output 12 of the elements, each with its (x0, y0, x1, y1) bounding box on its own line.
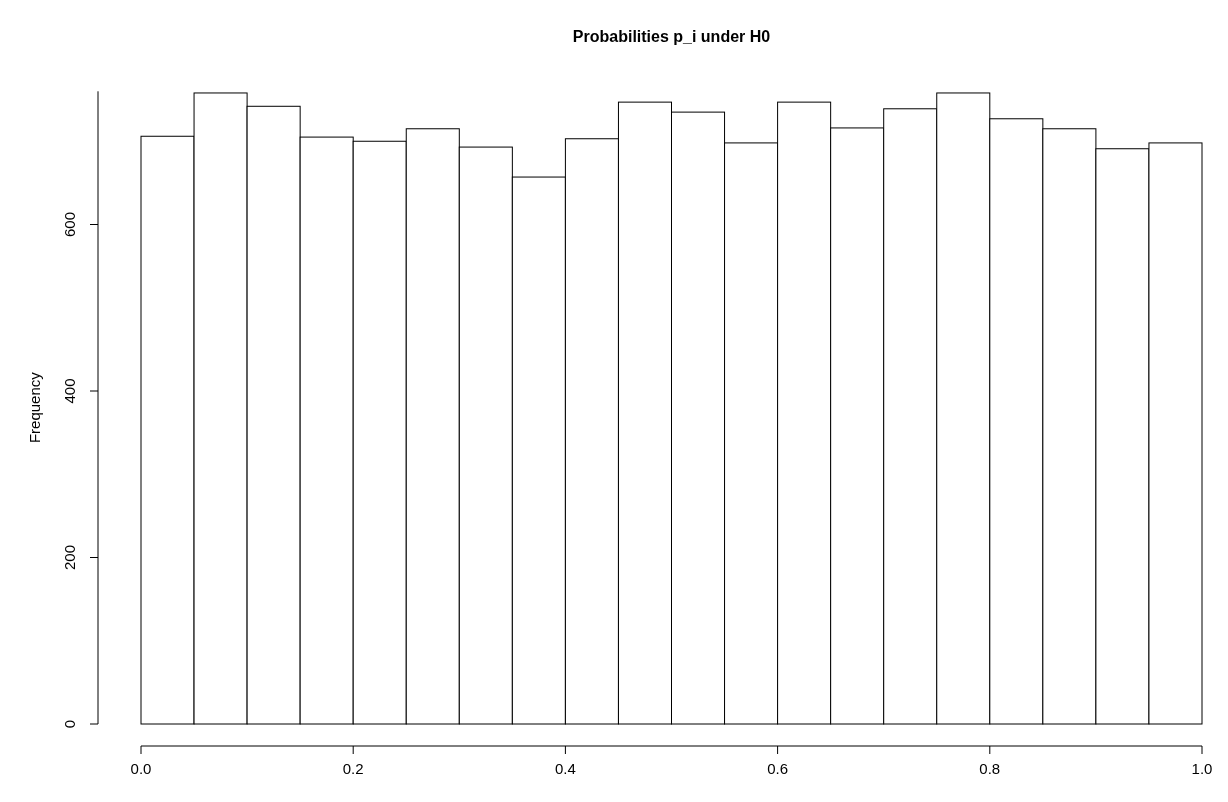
x-tick-label: 0.8 (979, 760, 1001, 777)
x-tick-label: 0.4 (554, 760, 576, 777)
y-tick-label: 200 (61, 544, 78, 571)
y-tick-label: 600 (61, 211, 78, 238)
y-tick-label: 0 (61, 719, 78, 729)
y-axis-title: Frequency (26, 371, 43, 444)
x-tick-label: 1.0 (1191, 760, 1213, 777)
x-tick-label: 0.6 (767, 760, 789, 777)
y-tick-label: 400 (61, 378, 78, 404)
x-tick-label: 0.0 (130, 760, 152, 777)
chart-title: Probabilities p_i under H0 (572, 28, 771, 45)
x-tick-label: 0.2 (342, 760, 364, 777)
